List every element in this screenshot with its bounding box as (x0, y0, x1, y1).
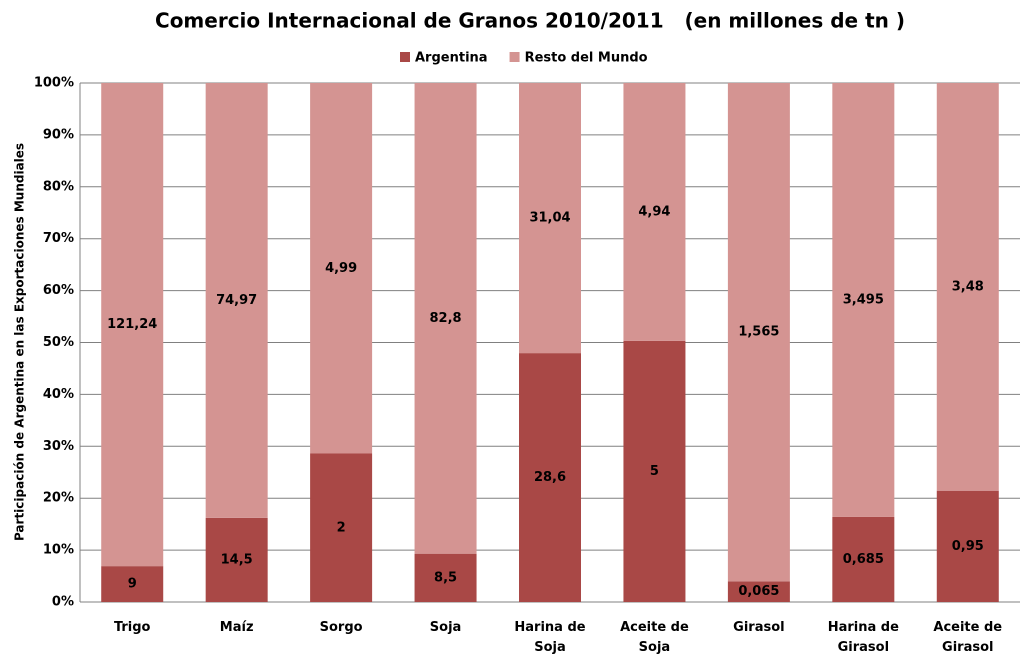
data-label: 2 (337, 520, 346, 535)
data-label: 1,565 (738, 325, 779, 340)
y-tick-label: 10% (43, 543, 74, 558)
bar-segment (832, 83, 895, 517)
bar-segment (832, 516, 895, 602)
bar-segment (414, 83, 477, 554)
y-tick-label: 50% (43, 335, 74, 350)
bar-segment (310, 453, 373, 602)
x-tick-label: Girasol (733, 620, 785, 635)
data-label: 82,8 (430, 311, 462, 326)
bar-segment (623, 83, 686, 341)
bar-segment (623, 340, 686, 602)
y-axis-title: Participación de Argentina en las Export… (13, 143, 27, 541)
data-label: 4,99 (325, 261, 357, 276)
bar-segment (519, 83, 581, 354)
legend-label: Resto del Mundo (525, 51, 648, 66)
bar-segment (205, 83, 268, 518)
legend-swatch (400, 52, 410, 62)
bar-segment (727, 581, 790, 602)
data-label: 3,495 (843, 292, 884, 307)
data-label: 8,5 (434, 570, 457, 585)
y-tick-label: 40% (43, 387, 74, 402)
data-label: 5 (650, 464, 659, 479)
data-label: 31,04 (529, 211, 570, 226)
x-tick-label: Harina de Girasol (827, 620, 899, 655)
x-tick-label: Harina de Soja (514, 620, 586, 655)
y-tick-label: 90% (43, 127, 74, 142)
bar-segment (519, 353, 581, 602)
x-tick-label: Aceite de Soja (620, 620, 689, 655)
x-tick-label: Soja (429, 620, 462, 635)
y-tick-label: 20% (43, 491, 74, 506)
data-label: 0,065 (738, 584, 779, 599)
y-tick-label: 60% (43, 283, 74, 298)
bar-segment (205, 517, 268, 602)
x-tick-label: Trigo (113, 620, 151, 635)
data-label: 4,94 (638, 204, 670, 219)
y-tick-label: 30% (43, 439, 74, 454)
legend-swatch (509, 52, 520, 62)
bar-segment (936, 83, 999, 491)
data-label: 0,95 (952, 539, 984, 554)
y-tick-label: 100% (34, 76, 74, 91)
x-tick-label: Sorgo (319, 620, 363, 635)
data-label: 14,5 (221, 552, 253, 567)
x-tick-label: Maíz (219, 620, 254, 635)
y-tick-label: 70% (43, 231, 74, 246)
data-label: 3,48 (952, 279, 984, 294)
bar-segment (936, 490, 999, 602)
chart-title: Comercio Internacional de Granos 2010/20… (155, 9, 905, 33)
bar-segment (414, 553, 477, 602)
bar-segment (310, 83, 373, 454)
data-label: 74,97 (216, 293, 257, 308)
bar-segment (101, 566, 164, 602)
x-tick-label: Aceite de Girasol (933, 620, 1003, 655)
bar-segment (101, 83, 164, 567)
data-label: 0,685 (843, 552, 884, 567)
y-tick-label: 0% (52, 595, 74, 610)
legend-label: Argentina (415, 51, 488, 66)
data-label: 9 (128, 577, 137, 592)
y-tick-label: 80% (43, 179, 74, 194)
data-label: 28,6 (534, 470, 566, 485)
data-label: 121,24 (107, 317, 157, 332)
bar-segment (727, 83, 790, 582)
